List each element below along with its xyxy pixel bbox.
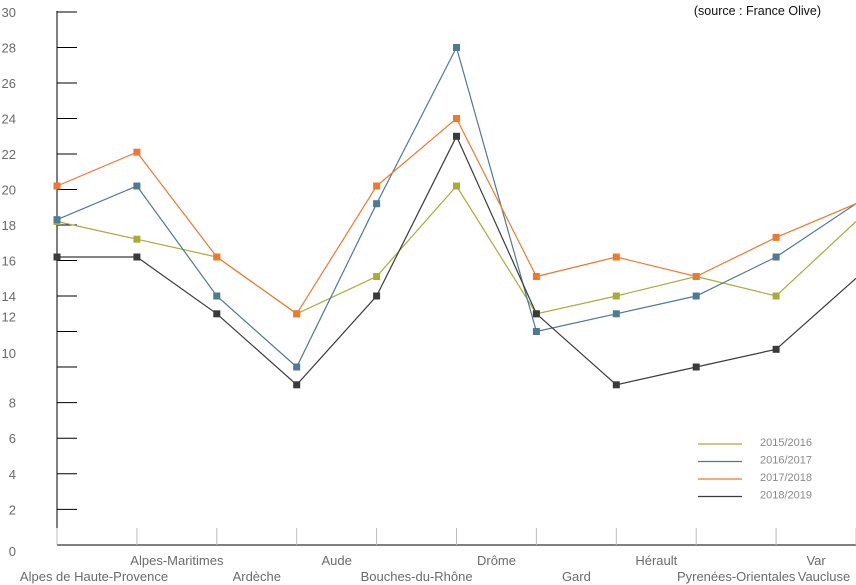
y-tick-label: 22 (2, 147, 16, 162)
y-tick-label: 18 (2, 218, 16, 233)
x-category-label: Drôme (477, 553, 516, 568)
y-tick-label: 4 (9, 467, 16, 482)
data-point (612, 381, 620, 389)
x-category-label: Aude (322, 553, 352, 568)
data-point (213, 292, 221, 300)
data-point (373, 200, 381, 208)
data-point (373, 182, 381, 190)
data-point (612, 253, 620, 261)
data-point (293, 310, 301, 318)
data-point (293, 363, 301, 371)
legend-label: 2016/2017 (760, 455, 812, 467)
data-point (772, 253, 780, 261)
data-point (612, 310, 620, 318)
y-tick-label: 0 (9, 544, 16, 559)
data-point (453, 44, 460, 51)
x-category-label: Bouches-du-Rhône (361, 569, 473, 584)
data-point (53, 182, 61, 190)
series-line-2016/2017 (56, 45, 856, 368)
legend-label: 2018/2019 (760, 490, 812, 502)
data-point (373, 292, 381, 300)
x-category-label: Vaucluse (798, 569, 851, 584)
legend-label: 2015/2016 (760, 437, 812, 449)
x-category-label: Ardèche (233, 569, 281, 584)
legend: 2015/2016 2016/2017 2017/2018 2018/2019 (698, 437, 812, 502)
data-point (133, 235, 141, 243)
data-point (772, 345, 780, 353)
series-lines (56, 45, 856, 386)
data-point (53, 253, 61, 261)
data-point (532, 310, 540, 318)
data-point (213, 253, 221, 261)
y-tick-label: 28 (2, 41, 16, 56)
data-point (532, 273, 540, 280)
x-category-label: Pyrenées-Orientales (677, 569, 796, 584)
x-category-label: Hérault (635, 553, 677, 568)
y-tick-label: 8 (9, 396, 16, 411)
series-line-2017/2018 (56, 117, 856, 315)
y-tick-label: 16 (2, 254, 16, 269)
data-point (692, 363, 700, 371)
y-tick-label: 26 (2, 76, 16, 91)
legend-label: 2017/2018 (760, 472, 812, 484)
y-tick-label: 24 (2, 112, 16, 127)
data-point (373, 273, 381, 280)
y-tick-label: 6 (9, 431, 16, 446)
x-category-label: Alpes-Maritimes (130, 553, 224, 568)
x-category-label: Alpes de Haute-Provence (20, 569, 168, 584)
data-point (612, 292, 620, 300)
y-tick-label: 14 (2, 289, 16, 304)
y-tick-label: 20 (2, 183, 16, 198)
data-point (133, 253, 141, 261)
series-markers (53, 44, 780, 389)
series-line-2018/2019 (57, 134, 856, 386)
data-point (453, 182, 460, 190)
data-point (692, 292, 700, 300)
data-point (772, 233, 780, 241)
y-tick-label: 2 (9, 502, 16, 517)
data-point (293, 381, 301, 389)
data-point (692, 273, 700, 280)
data-point (532, 328, 540, 335)
data-point (213, 310, 221, 318)
data-point (133, 182, 141, 190)
y-tick-label: 12 (2, 310, 16, 325)
data-point (453, 132, 460, 140)
y-tick-label: 10 (2, 346, 16, 361)
data-point (772, 292, 780, 300)
y-tick-label: 30 (2, 5, 16, 20)
x-category-label: Var (806, 553, 826, 568)
x-category-label: Gard (562, 569, 591, 584)
data-point (133, 148, 141, 156)
source-note: (source : France Olive) (694, 4, 821, 18)
data-point (453, 115, 460, 122)
data-point (53, 216, 61, 224)
